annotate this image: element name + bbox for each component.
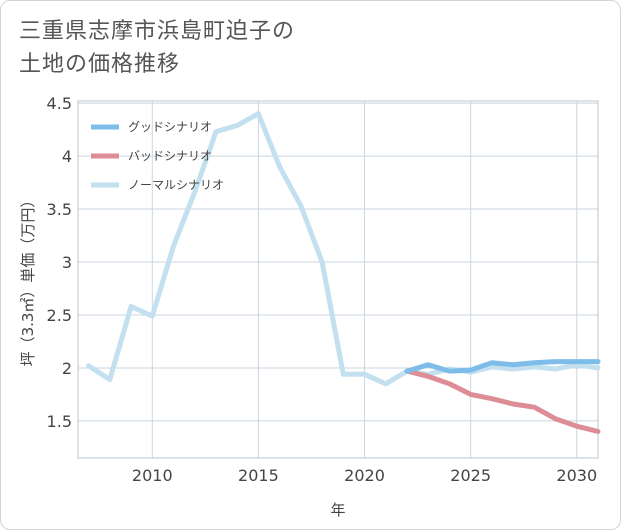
legend-label: グッドシナリオ — [128, 120, 212, 134]
series-lines — [86, 111, 601, 434]
legend-label: ノーマルシナリオ — [128, 178, 224, 192]
y-tick-label: 1.5 — [47, 412, 72, 431]
y-tick-label: 4 — [62, 147, 72, 166]
y-tick-label: 2 — [62, 359, 72, 378]
y-tick-label: 3 — [62, 253, 72, 272]
series-line — [404, 359, 601, 374]
legend-label: バッドシナリオ — [128, 149, 212, 163]
y-tick-label: 3.5 — [47, 200, 72, 219]
series-line — [404, 368, 601, 434]
plot-frame — [77, 100, 599, 459]
x-tick-label: 2010 — [132, 466, 173, 485]
chart-title: 三重県志摩市浜島町迫子の 土地の価格推移 — [19, 15, 295, 81]
chart-title-line-2: 土地の価格推移 — [19, 52, 181, 77]
y-axis-title: 坪（3.3㎡）単価（万円） — [19, 193, 37, 367]
x-tick-label: 2020 — [344, 466, 385, 485]
y-tick-label: 4.5 — [47, 94, 72, 113]
x-tick-label: 2030 — [556, 466, 597, 485]
y-tick-label: 2.5 — [47, 306, 72, 325]
x-tick-label: 2015 — [238, 466, 279, 485]
axes: 2010 2015 2020 2025 2030 1.5 2 2.5 3 3.5 4 4.5 — [47, 94, 599, 485]
x-tick-label: 2025 — [450, 466, 491, 485]
series-line — [86, 111, 601, 387]
x-axis-title: 年 — [330, 501, 345, 519]
chart-title-line-1: 三重県志摩市浜島町迫子の — [19, 19, 296, 44]
